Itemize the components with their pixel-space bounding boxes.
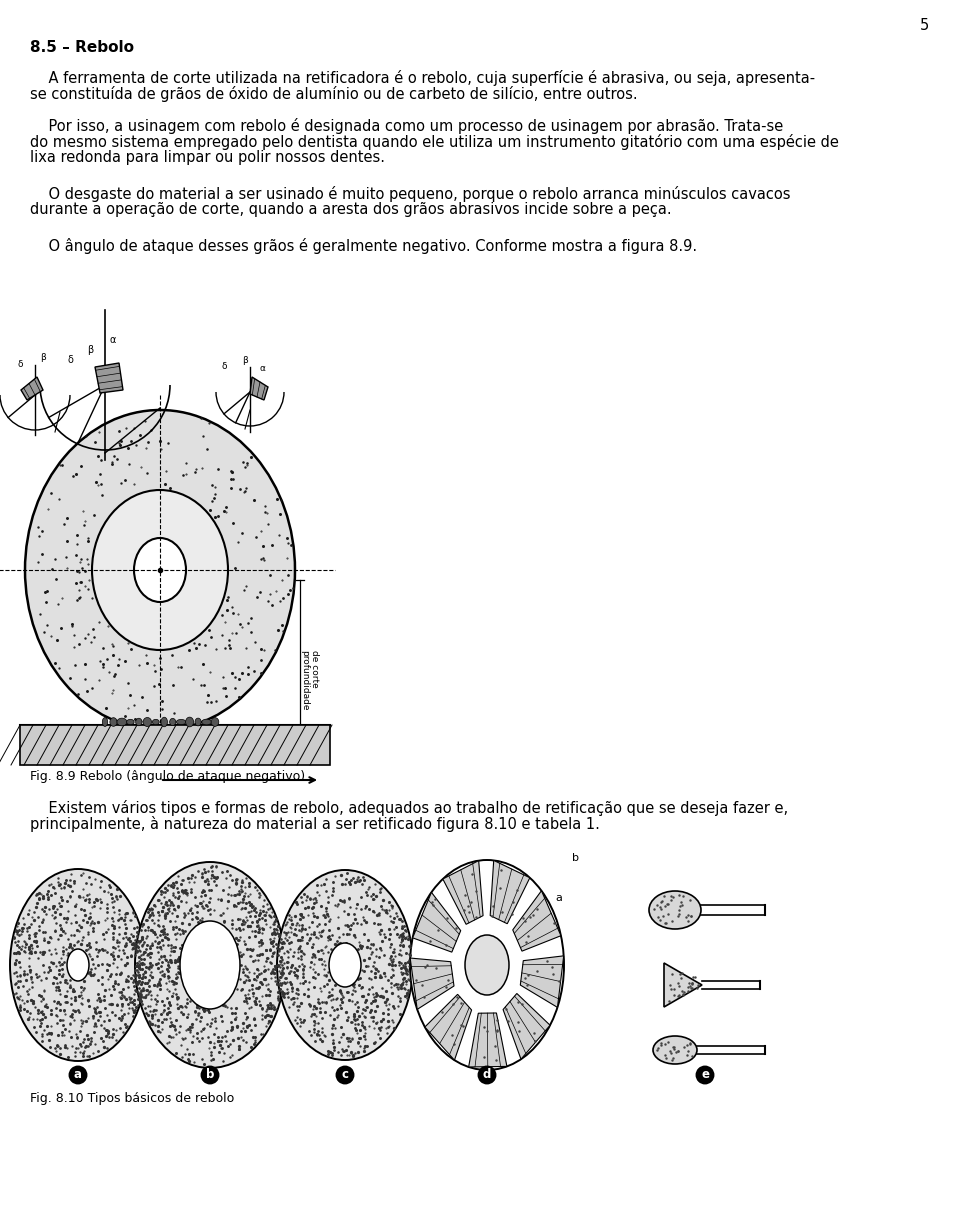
Ellipse shape (170, 718, 176, 726)
Ellipse shape (161, 717, 167, 727)
Ellipse shape (277, 870, 413, 1060)
Polygon shape (664, 963, 702, 1007)
Polygon shape (491, 860, 530, 924)
Ellipse shape (10, 869, 146, 1061)
Text: δ: δ (222, 362, 228, 371)
Text: durante a operação de corte, quando a aresta dos grãos abrasivos incide sobre a : durante a operação de corte, quando a ar… (30, 202, 672, 217)
Text: d: d (483, 1068, 492, 1082)
Polygon shape (503, 993, 550, 1060)
Text: α: α (260, 363, 266, 373)
Text: 8.5 – Rebolo: 8.5 – Rebolo (30, 39, 134, 55)
Polygon shape (513, 891, 561, 951)
Bar (20, 724, 330, 765)
Text: β: β (87, 345, 93, 355)
Ellipse shape (202, 719, 211, 724)
Text: δ: δ (67, 355, 73, 365)
Ellipse shape (649, 891, 701, 929)
Text: α: α (110, 335, 116, 345)
Polygon shape (95, 363, 123, 393)
Ellipse shape (410, 860, 564, 1071)
Ellipse shape (135, 718, 142, 726)
Ellipse shape (117, 718, 127, 726)
Text: c: c (342, 1068, 348, 1082)
Text: A ferramenta de corte utilizada na retificadora é o rebolo, cuja superfície é ab: A ferramenta de corte utilizada na retif… (30, 70, 815, 86)
Polygon shape (250, 377, 268, 400)
Text: principalmente, à natureza do material a ser retificado figura 8.10 e tabela 1.: principalmente, à natureza do material a… (30, 816, 600, 832)
Ellipse shape (211, 717, 219, 727)
Text: se constituída de grãos de óxido de alumínio ou de carbeto de silício, entre out: se constituída de grãos de óxido de alum… (30, 86, 637, 102)
Ellipse shape (92, 490, 228, 650)
Ellipse shape (180, 922, 240, 1009)
Ellipse shape (143, 717, 152, 727)
Ellipse shape (134, 538, 186, 602)
Text: Por isso, a usinagem com rebolo é designada como um processo de usinagem por abr: Por isso, a usinagem com rebolo é design… (30, 118, 783, 134)
Text: β: β (242, 356, 248, 365)
Text: a: a (74, 1068, 82, 1082)
Polygon shape (443, 861, 483, 924)
Polygon shape (520, 956, 564, 1008)
Text: 5: 5 (920, 18, 929, 33)
Ellipse shape (109, 718, 117, 727)
Text: b: b (205, 1068, 214, 1082)
Ellipse shape (653, 1036, 697, 1064)
Ellipse shape (153, 719, 159, 724)
Ellipse shape (195, 718, 202, 726)
Polygon shape (468, 1013, 507, 1067)
Polygon shape (413, 892, 461, 952)
Text: lixa redonda para limpar ou polir nossos dentes.: lixa redonda para limpar ou polir nossos… (30, 150, 385, 165)
Ellipse shape (25, 410, 295, 731)
Text: do mesmo sistema empregado pelo dentista quando ele utiliza um instrumento gitat: do mesmo sistema empregado pelo dentista… (30, 134, 839, 150)
Ellipse shape (135, 862, 285, 1068)
Ellipse shape (67, 949, 89, 981)
Ellipse shape (103, 717, 108, 727)
Text: O ângulo de ataque desses grãos é geralmente negativo. Conforme mostra a figura : O ângulo de ataque desses grãos é geralm… (30, 238, 697, 254)
Polygon shape (410, 958, 454, 1009)
Text: δ: δ (17, 360, 22, 370)
Text: a: a (555, 893, 562, 903)
Text: e: e (701, 1068, 709, 1082)
Text: Existem vários tipos e formas de rebolo, adequados ao trabalho de retificação qu: Existem vários tipos e formas de rebolo,… (30, 800, 788, 816)
Text: de corte: de corte (309, 650, 319, 687)
Ellipse shape (465, 935, 509, 995)
Polygon shape (21, 377, 43, 400)
Text: Fig. 8.10 Tipos básicos de rebolo: Fig. 8.10 Tipos básicos de rebolo (30, 1092, 234, 1105)
Ellipse shape (177, 719, 186, 724)
Text: O desgaste do material a ser usinado é muito pequeno, porque o rebolo arranca mi: O desgaste do material a ser usinado é m… (30, 186, 790, 202)
Ellipse shape (185, 717, 194, 727)
Ellipse shape (127, 719, 134, 724)
Ellipse shape (329, 942, 361, 987)
Text: profundidade: profundidade (300, 650, 309, 711)
Text: b: b (572, 853, 579, 862)
Text: β: β (40, 354, 46, 362)
Text: Fig. 8.9 Rebolo (ângulo de ataque negativo): Fig. 8.9 Rebolo (ângulo de ataque negati… (30, 770, 305, 784)
Polygon shape (425, 994, 471, 1061)
